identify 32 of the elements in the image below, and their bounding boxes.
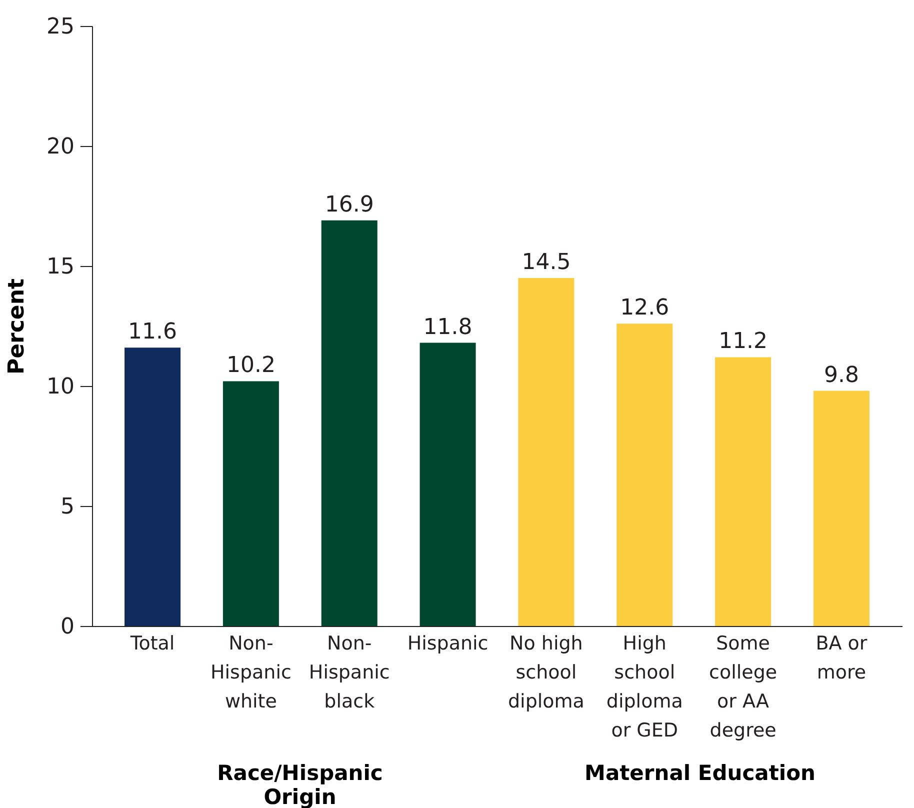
x-tick-label: Non-Hispanic black <box>308 632 390 712</box>
x-tick-label: High school diploma or GED <box>606 632 683 742</box>
y-tick-label: 0 <box>60 614 74 640</box>
data-label: 12.6 <box>620 296 670 321</box>
bar <box>813 390 870 626</box>
y-axis-title: Percent <box>4 278 30 375</box>
data-label: 11.6 <box>128 320 178 345</box>
data-label: 14.5 <box>522 250 571 275</box>
bar <box>715 357 772 626</box>
data-label: 9.8 <box>824 362 859 388</box>
bar <box>321 220 378 626</box>
bar <box>420 342 476 626</box>
bar <box>124 348 181 626</box>
x-tick-label: No high school diploma <box>508 632 584 712</box>
y-tick-label: 20 <box>46 134 74 160</box>
x-tick-label: Non-Hispanic white <box>210 632 292 712</box>
bar <box>616 324 673 626</box>
y-tick-label: 10 <box>46 374 74 400</box>
y-tick-label: 25 <box>46 14 74 40</box>
x-tick-label: Total <box>129 632 175 654</box>
data-label: 11.8 <box>423 314 472 340</box>
bar <box>222 381 279 626</box>
data-label: 10.2 <box>226 353 276 378</box>
y-tick-label: 15 <box>46 254 74 280</box>
y-tick-label: 5 <box>60 494 74 520</box>
data-label: 11.2 <box>718 329 768 354</box>
text: Maternal Education <box>584 761 816 787</box>
data-label: 16.9 <box>324 192 374 218</box>
bar <box>518 278 574 626</box>
x-tick-label: Hispanic <box>407 632 488 654</box>
x-tick-label: BA or more <box>816 632 868 684</box>
x-tick-label: Some college or AA degree <box>709 632 778 742</box>
